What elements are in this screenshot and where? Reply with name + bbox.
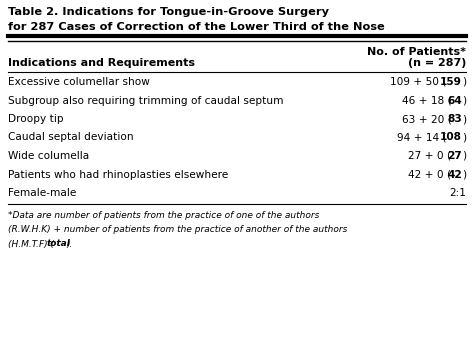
- Text: for 287 Cases of Correction of the Lower Third of the Nose: for 287 Cases of Correction of the Lower…: [8, 22, 385, 32]
- Text: 109 + 50 (: 109 + 50 (: [390, 77, 447, 87]
- Text: Subgroup also requiring trimming of caudal septum: Subgroup also requiring trimming of caud…: [8, 95, 283, 105]
- Text: (H.M.T.F) (: (H.M.T.F) (: [8, 240, 54, 248]
- Text: 42 + 0 (: 42 + 0 (: [409, 169, 452, 180]
- Text: total: total: [47, 240, 71, 248]
- Text: ): ): [462, 151, 466, 161]
- Text: 64: 64: [447, 95, 462, 105]
- Text: ): ): [462, 77, 466, 87]
- Text: Wide columella: Wide columella: [8, 151, 89, 161]
- Text: 63 + 20 (: 63 + 20 (: [402, 114, 452, 124]
- Text: Female-male: Female-male: [8, 188, 76, 198]
- Text: Patients who had rhinoplasties elsewhere: Patients who had rhinoplasties elsewhere: [8, 169, 228, 180]
- Text: (R.W.H.K) + number of patients from the practice of another of the authors: (R.W.H.K) + number of patients from the …: [8, 225, 347, 235]
- Text: 46 + 18 (: 46 + 18 (: [402, 95, 452, 105]
- Text: Excessive columellar show: Excessive columellar show: [8, 77, 150, 87]
- Text: 83: 83: [447, 114, 462, 124]
- Text: 108: 108: [440, 132, 462, 142]
- Text: 159: 159: [440, 77, 462, 87]
- Text: *Data are number of patients from the practice of one of the authors: *Data are number of patients from the pr…: [8, 212, 319, 220]
- Text: 94 + 14 (: 94 + 14 (: [397, 132, 447, 142]
- Text: (n = 287): (n = 287): [408, 58, 466, 68]
- Text: ): ): [462, 114, 466, 124]
- Text: ): ): [462, 169, 466, 180]
- Text: Indications and Requirements: Indications and Requirements: [8, 58, 195, 68]
- Text: Table 2. Indications for Tongue-in-Groove Surgery: Table 2. Indications for Tongue-in-Groov…: [8, 7, 329, 17]
- Text: Caudal septal deviation: Caudal septal deviation: [8, 132, 134, 142]
- Text: 2:1: 2:1: [449, 188, 466, 198]
- Text: 42: 42: [447, 169, 462, 180]
- Text: ).: ).: [66, 240, 73, 248]
- Text: Droopy tip: Droopy tip: [8, 114, 64, 124]
- Text: 27 + 0 (: 27 + 0 (: [409, 151, 452, 161]
- Text: ): ): [462, 132, 466, 142]
- Text: No. of Patients*: No. of Patients*: [367, 47, 466, 57]
- Text: ): ): [462, 95, 466, 105]
- Text: 27: 27: [447, 151, 462, 161]
